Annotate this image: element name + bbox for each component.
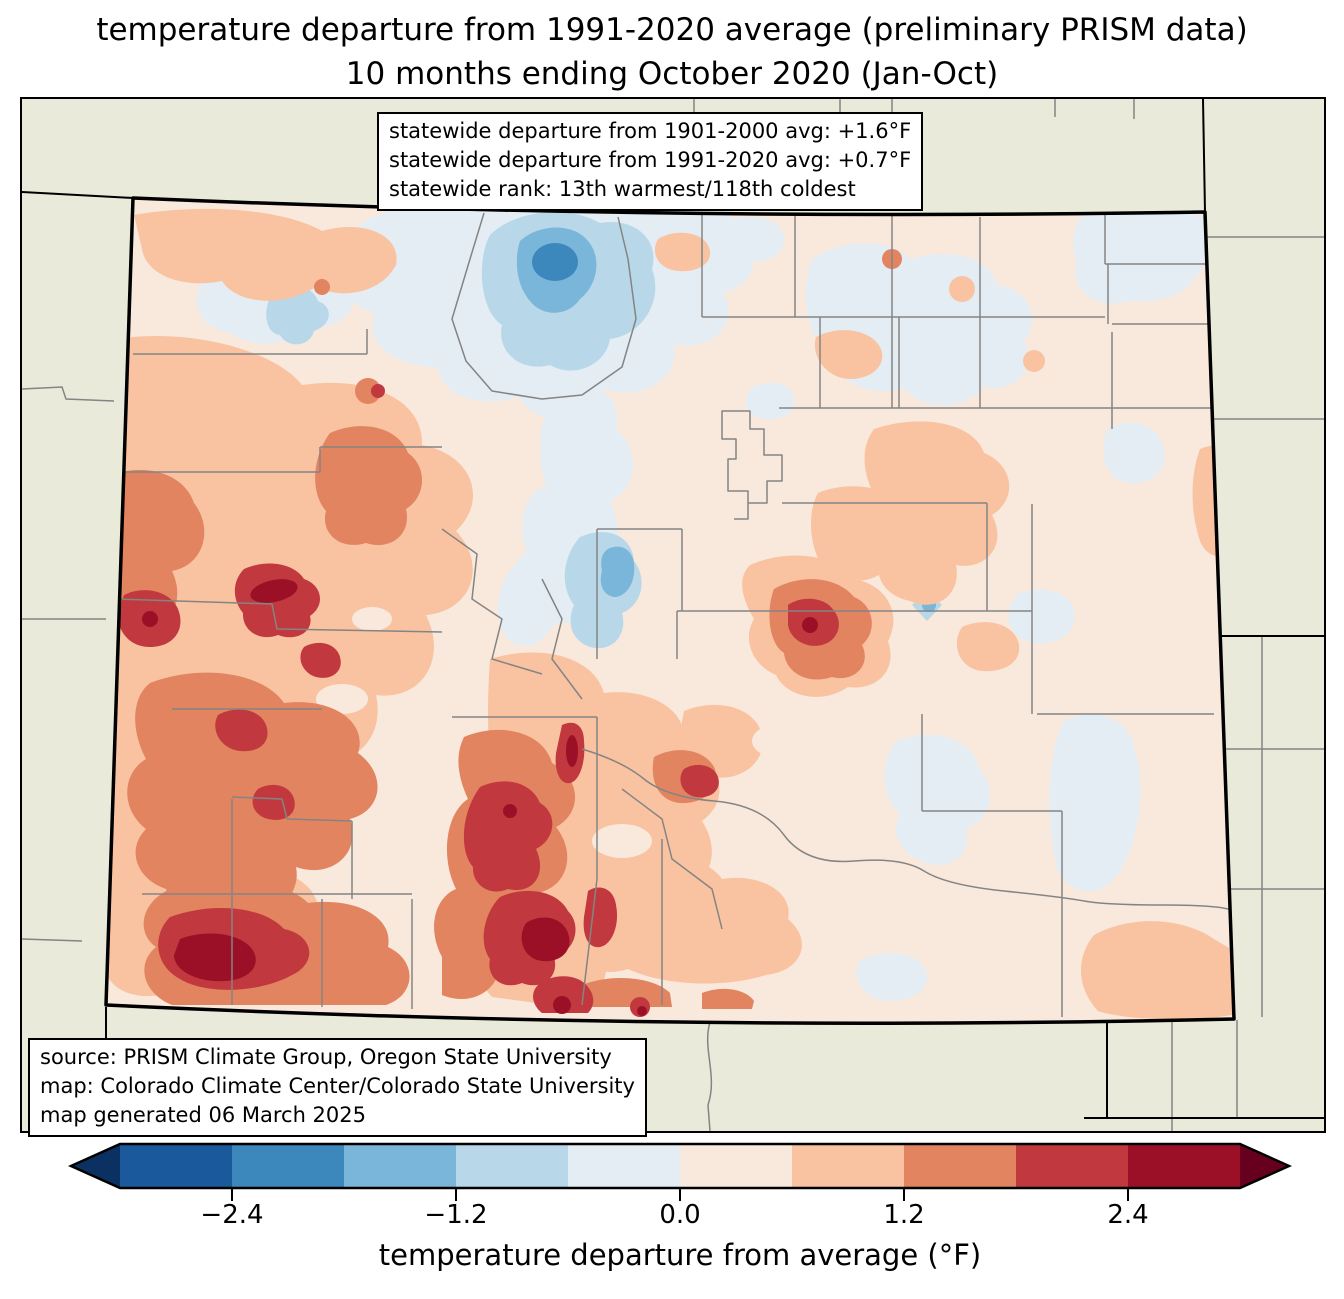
- colorbar-tick-label-3: 1.2: [883, 1200, 925, 1230]
- colorado-anomaly-map: [22, 99, 1324, 1131]
- anomaly-dark-blue-region: [532, 243, 578, 281]
- stats-line-3: statewide rank: 13th warmest/118th colde…: [389, 177, 856, 201]
- source-line-2: map: Colorado Climate Center/Colorado St…: [40, 1074, 635, 1098]
- colorbar-axis-label: temperature departure from average (°F): [378, 1238, 982, 1272]
- neighbor-state-borders: [22, 99, 1324, 1131]
- colorbar-outline: [67, 1142, 1293, 1190]
- colorbar-tick-label-1: −1.2: [424, 1200, 488, 1230]
- plot-area: [20, 97, 1326, 1133]
- anomaly-maroon-regions: [142, 579, 818, 1016]
- colorbar-ticks: [231, 1188, 1129, 1201]
- colorado-county-lines: [116, 212, 1234, 1017]
- figure-title-line2: 10 months ending October 2020 (Jan-Oct): [345, 56, 999, 92]
- colorbar-tick-label-2: 0.0: [659, 1200, 701, 1230]
- source-box: source: PRISM Climate Group, Oregon Stat…: [28, 1038, 647, 1137]
- colorbar-tick-label-4: 2.4: [1107, 1200, 1149, 1230]
- colorbar: [67, 1142, 1293, 1201]
- stats-box: statewide departure from 1901-2000 avg: …: [377, 112, 924, 211]
- source-line-3: map generated 06 March 2025: [40, 1103, 367, 1127]
- stats-line-2: statewide departure from 1991-2020 avg: …: [389, 148, 912, 172]
- colorbar-tick-label-0: −2.4: [200, 1200, 264, 1230]
- figure-title-line1: temperature departure from 1991-2020 ave…: [96, 12, 1248, 48]
- stats-line-1: statewide departure from 1901-2000 avg: …: [389, 119, 912, 143]
- source-line-1: source: PRISM Climate Group, Oregon Stat…: [40, 1045, 612, 1069]
